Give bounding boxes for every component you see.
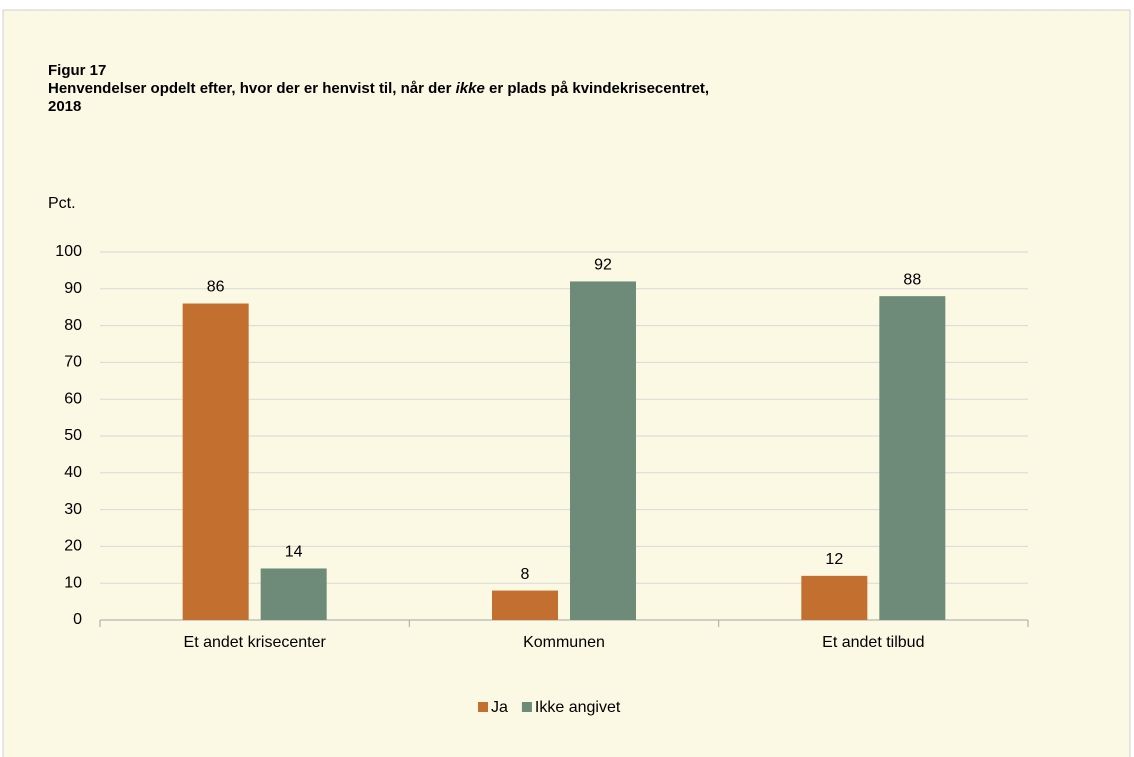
- y-tick-label: 100: [55, 243, 82, 260]
- data-label: 14: [285, 544, 303, 561]
- x-tick-label: Kommunen: [523, 634, 605, 651]
- y-axis-label: Pct.: [48, 195, 76, 212]
- bar: [492, 590, 558, 620]
- y-tick-label: 50: [64, 427, 82, 444]
- bar: [570, 281, 636, 620]
- y-tick-label: 0: [73, 611, 82, 628]
- y-tick-label: 20: [64, 538, 82, 555]
- chart-header: Figur 17 Henvendelser opdelt efter, hvor…: [48, 62, 738, 116]
- bar: [879, 296, 946, 620]
- title-part: er plads på kvindekrisecentret, 2018: [48, 80, 710, 115]
- data-label: 92: [594, 257, 612, 274]
- y-tick-label: 10: [64, 574, 82, 591]
- bar: [260, 568, 327, 620]
- chart-title: Henvendelser opdelt efter, hvor der er h…: [48, 80, 738, 116]
- legend-swatch: [478, 702, 488, 712]
- y-tick-label: 90: [64, 280, 82, 297]
- y-tick-label: 40: [64, 464, 82, 481]
- data-label: 88: [903, 271, 921, 288]
- title-emphasis: ikke: [455, 80, 485, 97]
- bar: [801, 575, 868, 620]
- x-tick-label: Et andet tilbud: [822, 634, 924, 651]
- data-label: 12: [825, 551, 843, 568]
- legend-swatch: [521, 702, 532, 712]
- data-label: 86: [207, 279, 225, 296]
- x-tick-label: Et andet krisecenter: [184, 634, 327, 651]
- legend-label: Ja: [491, 699, 508, 716]
- y-tick-label: 60: [64, 390, 82, 407]
- y-tick-label: 80: [64, 317, 82, 334]
- y-tick-label: 30: [64, 501, 82, 518]
- bar: [182, 303, 249, 620]
- figure-label: Figur 17: [48, 62, 107, 79]
- y-tick-label: 70: [64, 354, 82, 371]
- legend-label: Ikke angivet: [535, 699, 621, 716]
- data-label: 8: [521, 566, 530, 583]
- title-part: Henvendelser opdelt efter, hvor der er h…: [48, 80, 456, 97]
